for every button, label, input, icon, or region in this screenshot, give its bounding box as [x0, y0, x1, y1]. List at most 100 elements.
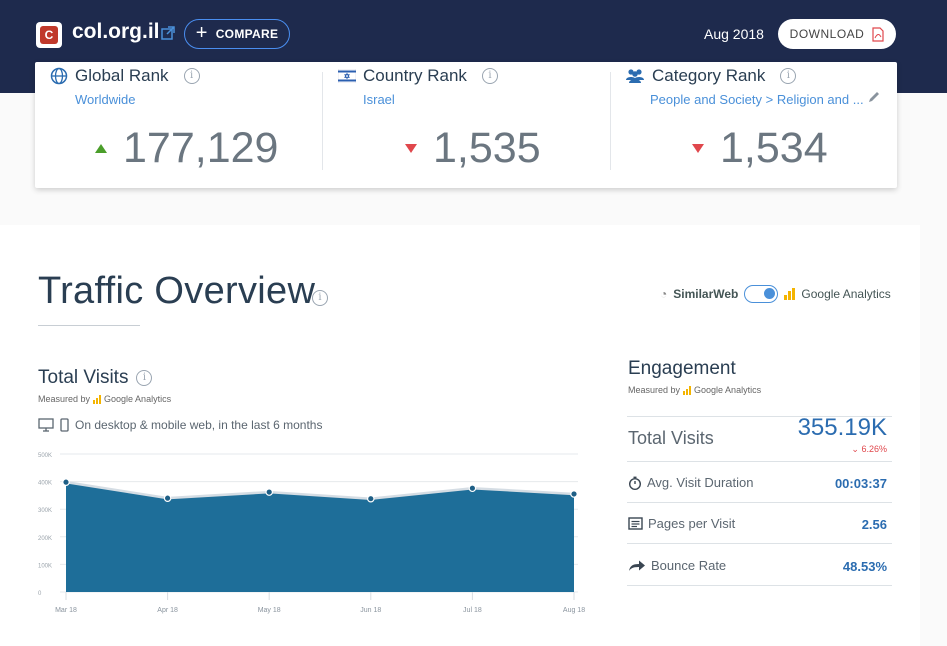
google-analytics-icon: [93, 394, 102, 404]
x-tick-label: Jun 18: [360, 607, 381, 614]
x-tick-label: May 18: [258, 607, 281, 614]
trend-down-icon: ⌄: [851, 444, 859, 454]
pages-per-visit-row: Pages per Visit: [628, 516, 735, 531]
pdf-icon: [872, 26, 884, 42]
avg-visit-duration-row: Avg. Visit Duration: [628, 475, 753, 490]
data-point: [366, 494, 375, 503]
category-rank-value: 1,534: [720, 124, 828, 172]
country-rank-sub[interactable]: Israel: [363, 92, 395, 107]
data-source-toggle[interactable]: ◔ SimilarWeb Google Analytics: [660, 285, 891, 303]
mobile-icon: [60, 418, 69, 432]
avg-visit-duration-value: 00:03:37: [834, 476, 887, 491]
x-tick-label: Aug 18: [563, 607, 585, 614]
info-icon[interactable]: i: [136, 370, 153, 386]
y-tick-label: 200K: [38, 536, 52, 542]
divider: [627, 502, 892, 503]
visits-area: [66, 482, 574, 592]
site-favicon-icon: C: [36, 22, 62, 48]
divider: [627, 585, 892, 586]
x-tick-label: Apr 18: [157, 607, 178, 614]
country-rank-value: 1,535: [433, 124, 541, 172]
data-point: [265, 488, 274, 496]
info-icon[interactable]: i: [183, 68, 200, 84]
date-selector[interactable]: Aug 2018: [704, 26, 764, 42]
source-toggle-switch[interactable]: [744, 285, 779, 303]
info-icon[interactable]: i: [481, 68, 498, 84]
measured-by-ga: Google Analytics: [694, 385, 762, 395]
similarweb-logo-icon: ◔: [660, 287, 668, 301]
google-analytics-label: Google Analytics: [801, 287, 891, 301]
x-tick-label: Jul 18: [463, 607, 482, 614]
measured-by-label: Measured by: [38, 394, 91, 404]
similarweb-label: SimilarWeb: [673, 287, 739, 301]
avg-visit-duration-label: Avg. Visit Duration: [647, 475, 754, 490]
divider: [610, 72, 611, 170]
divider: [627, 461, 892, 462]
google-analytics-icon: [683, 385, 692, 395]
divider: [627, 543, 892, 544]
trend-down-icon: [692, 144, 704, 153]
category-rank: Category Rank i People and Society > Rel…: [610, 62, 897, 188]
engagement-change-value: 6.26%: [861, 444, 887, 454]
google-analytics-icon: [784, 288, 796, 300]
total-visits-title-text: Total Visits: [38, 367, 129, 388]
visits-line: [65, 480, 575, 500]
measured-by-label: Measured by: [628, 385, 681, 395]
rank-card: Global Rank i Worldwide 177,129 Country …: [35, 62, 897, 188]
engagement-measured-by: Measured by Google Analytics: [628, 385, 761, 395]
info-icon[interactable]: i: [780, 68, 797, 84]
x-tick-label: Mar 18: [55, 607, 77, 614]
people-icon: [626, 69, 644, 83]
divider: [322, 72, 323, 170]
pencil-icon[interactable]: [867, 90, 881, 104]
site-name: col.org.il: [72, 20, 160, 43]
external-link-icon[interactable]: [160, 25, 176, 41]
total-visits-title: Total Visits i: [38, 367, 153, 389]
title-underline: [38, 325, 140, 326]
country-rank: Country Rank i Israel 1,535: [322, 62, 610, 188]
trend-up-icon: [95, 144, 107, 153]
bounce-rate-label: Bounce Rate: [651, 558, 727, 573]
global-rank-title: Global Rank: [75, 66, 169, 85]
data-point: [570, 490, 578, 498]
y-tick-label: 300K: [38, 508, 52, 514]
engagement-total-visits-value: 355.19K: [797, 414, 887, 441]
data-point: [468, 484, 477, 493]
engagement-title: Engagement: [628, 358, 736, 379]
compare-button[interactable]: + COMPARE: [184, 19, 290, 49]
category-rank-sub[interactable]: People and Society > Religion and ...: [650, 92, 864, 107]
plus-icon: +: [195, 22, 208, 44]
total-visits-chart: 500K 400K 300K 200K 100K 0 Mar 18 Apr 18 May 18 J…: [38, 453, 585, 614]
y-tick-label: 400K: [38, 481, 52, 487]
info-icon[interactable]: i: [312, 290, 328, 306]
pages-per-visit-label: Pages per Visit: [648, 516, 736, 531]
device-note-text: On desktop & mobile web, in the last 6 m…: [75, 418, 323, 432]
y-tick-label: 0: [38, 591, 42, 597]
engagement-total-visits-label: Total Visits: [628, 428, 714, 448]
country-rank-title: Country Rank: [363, 66, 467, 85]
trend-down-icon: [405, 144, 417, 153]
download-button[interactable]: DOWNLOAD: [778, 19, 896, 49]
bounce-arrow-icon: [629, 560, 645, 571]
israel-flag-icon: [338, 69, 356, 83]
global-rank-value: 177,129: [123, 124, 279, 172]
category-rank-title: Category Rank: [652, 66, 766, 85]
desktop-icon: [38, 418, 54, 432]
traffic-overview-title: Traffic Overview: [38, 270, 316, 312]
y-tick-label: 500K: [38, 453, 52, 459]
data-point: [62, 478, 70, 486]
measured-by: Measured by Google Analytics: [38, 394, 171, 404]
compare-label: COMPARE: [215, 27, 279, 41]
divider: [627, 416, 892, 417]
y-tick-label: 100K: [38, 563, 52, 569]
data-point: [163, 494, 172, 502]
engagement-total-visits-change: ⌄ 6.26%: [820, 444, 887, 455]
pages-per-visit-value: 2.56: [861, 517, 887, 532]
measured-by-ga: Google Analytics: [104, 394, 172, 404]
globe-icon: [50, 67, 68, 85]
bounce-rate-value: 48.53%: [842, 559, 887, 574]
pages-icon: [628, 517, 643, 530]
download-label: DOWNLOAD: [789, 27, 865, 41]
global-rank-sub: Worldwide: [75, 92, 136, 107]
stopwatch-icon: [629, 476, 641, 490]
